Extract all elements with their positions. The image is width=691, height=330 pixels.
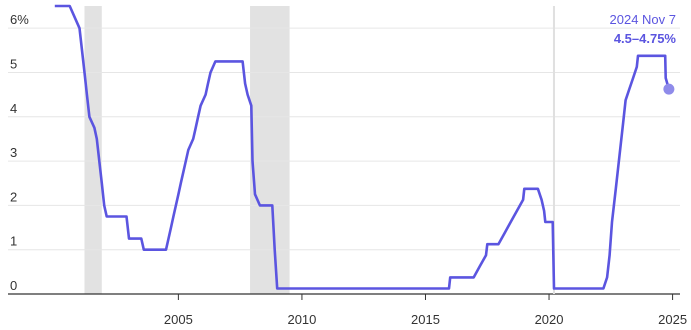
y-tick-label-3: 3 — [10, 145, 17, 160]
annotation-date-label: 2024 Nov 7 — [610, 12, 677, 27]
x-axis-ticks: 2005 2010 2015 2020 2025 — [164, 294, 687, 327]
y-tick-label-1: 1 — [10, 234, 17, 249]
y-tick-label-5: 5 — [10, 56, 17, 71]
gridlines — [8, 6, 680, 295]
y-tick-label-0: 0 — [10, 278, 17, 293]
annotation-value-label: 4.5–4.75% — [614, 31, 677, 46]
y-axis-ticks: 0 1 2 3 4 5 6% — [10, 12, 29, 293]
latest-value-point — [663, 83, 675, 95]
x-tick-label-2015: 2015 — [411, 312, 440, 327]
recession-bands — [84, 6, 290, 294]
x-tick-label-2010: 2010 — [287, 312, 316, 327]
annotation: 2024 Nov 7 4.5–4.75% — [610, 12, 677, 46]
rate-series-line-1 — [54, 4, 671, 290]
series-layer — [54, 4, 675, 290]
recession-band-1 — [84, 6, 102, 294]
y-tick-label-6: 6% — [10, 12, 29, 27]
y-tick-label-4: 4 — [10, 101, 17, 116]
x-tick-label-2025: 2025 — [658, 312, 687, 327]
x-tick-label-2020: 2020 — [535, 312, 564, 327]
x-tick-label-2005: 2005 — [164, 312, 193, 327]
y-tick-label-2: 2 — [10, 189, 17, 204]
recession-band-2 — [250, 6, 290, 294]
